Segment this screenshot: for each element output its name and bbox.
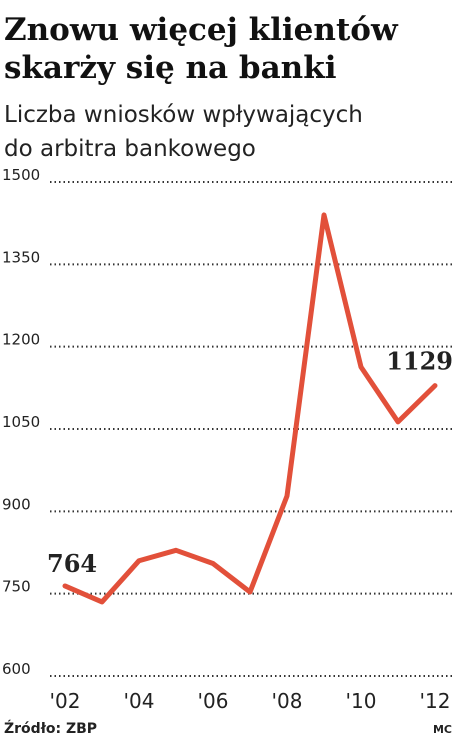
chart-subtitle: do arbitra bankowego bbox=[4, 136, 256, 162]
x-tick-label: '10 bbox=[346, 689, 377, 713]
y-tick-label: 900 bbox=[2, 495, 31, 513]
chart-title: skarży się na banki bbox=[4, 50, 336, 86]
y-tick-label: 1500 bbox=[2, 166, 40, 184]
y-tick-label: 600 bbox=[2, 660, 31, 678]
data-label: 764 bbox=[47, 549, 97, 578]
y-tick-label: 1050 bbox=[2, 413, 40, 431]
credit: MC bbox=[433, 723, 452, 736]
y-tick-label: 1350 bbox=[2, 248, 40, 266]
source: Źródło: ZBP bbox=[4, 719, 97, 737]
x-tick-label: '08 bbox=[272, 689, 303, 713]
x-tick-label: '04 bbox=[124, 689, 155, 713]
data-line bbox=[62, 212, 438, 605]
chart-subtitle: Liczba wniosków wpływających bbox=[4, 102, 363, 128]
y-tick-label: 1200 bbox=[2, 331, 40, 349]
chart-title: Znowu więcej klientów bbox=[4, 12, 399, 48]
x-tick-label: '12 bbox=[420, 689, 451, 713]
x-tick-label: '06 bbox=[198, 689, 229, 713]
x-tick-label: '02 bbox=[50, 689, 81, 713]
data-label: 1129 bbox=[386, 347, 453, 376]
y-tick-label: 750 bbox=[2, 578, 31, 596]
